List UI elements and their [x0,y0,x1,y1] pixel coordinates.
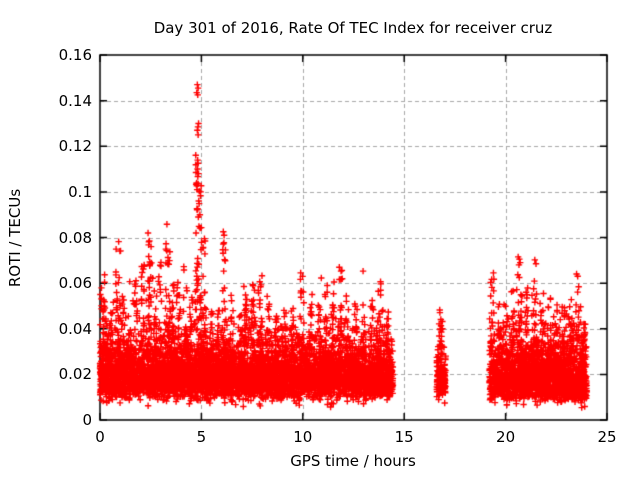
chart-title: Day 301 of 2016, Rate Of TEC Index for r… [153,19,553,37]
y-tick-label: 0.1 [68,182,92,201]
y-tick-label: 0.02 [58,365,92,384]
x-tick-label: 10 [293,428,313,446]
y-tick-label: 0.04 [58,319,92,338]
x-axis-label: GPS time / hours [290,452,416,470]
y-tick-label: 0 [82,411,92,429]
x-tick-label: 20 [496,428,516,446]
y-tick-label: 0.12 [58,137,92,156]
x-tick-label: 5 [196,428,207,446]
y-tick-label: 0.14 [58,91,92,110]
y-tick-label: 0.16 [58,46,92,64]
y-tick-label: 0.06 [58,274,92,293]
x-tick-label: 15 [394,428,414,446]
x-tick-label: 0 [95,428,105,446]
y-tick-label: 0.08 [58,228,92,247]
x-tick-label: 25 [597,428,617,446]
